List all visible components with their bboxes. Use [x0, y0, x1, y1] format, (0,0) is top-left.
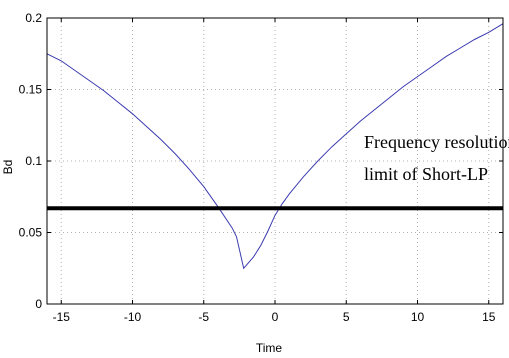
axis-labels: Time Bd — [1, 160, 282, 355]
ticks: -15 -10 -5 0 5 10 15 0 0.05 0.1 0.15 0.2 — [19, 11, 503, 324]
x-tick-label: -5 — [198, 310, 209, 324]
annotation-line-1: Frequency resolution — [364, 132, 509, 152]
annotation: Frequency resolution limit of Short-LP — [364, 132, 509, 184]
annotation-line-2: limit of Short-LP — [364, 164, 488, 184]
x-tick-label: 5 — [343, 310, 350, 324]
series-layer — [46, 23, 504, 270]
y-tick-label: 0.05 — [19, 226, 43, 240]
x-tick-label: -15 — [53, 310, 71, 324]
y-tick-label: 0.15 — [19, 83, 43, 97]
series-line — [46, 23, 504, 270]
x-axis-label: Time — [256, 341, 283, 355]
y-tick-label: 0.1 — [25, 154, 42, 168]
x-tick-label: 10 — [411, 310, 425, 324]
x-tick-label: -10 — [124, 310, 142, 324]
x-tick-label: 0 — [272, 310, 279, 324]
y-tick-label: 0.2 — [25, 11, 42, 25]
y-axis-label: Bd — [1, 160, 15, 175]
x-tick-label: 15 — [482, 310, 496, 324]
grid — [47, 17, 503, 305]
y-tick-label: 0 — [35, 297, 42, 311]
